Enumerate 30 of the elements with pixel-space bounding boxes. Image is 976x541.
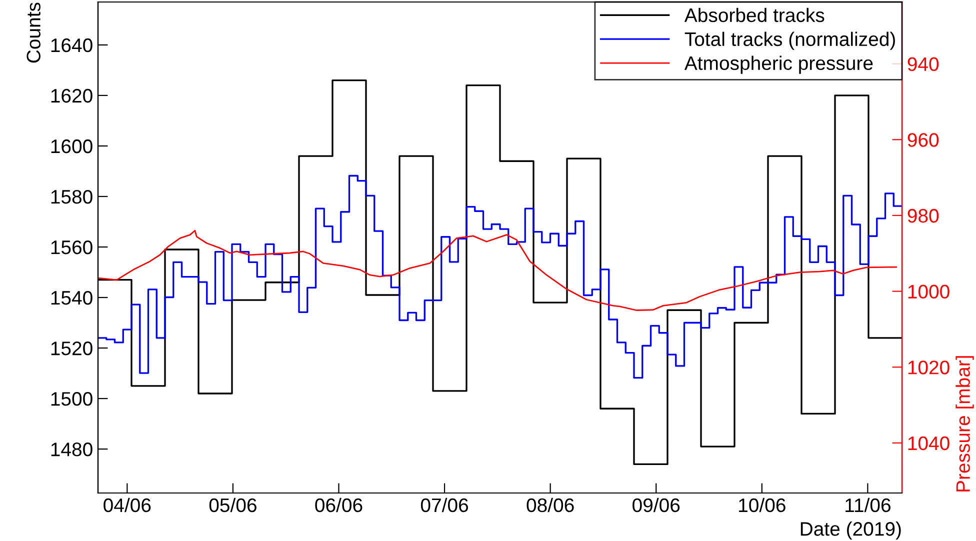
x-tick-label: 11/06 [846,498,890,512]
y-tick-label: 1580 [51,190,92,204]
x-axis-title: Date (2019) [800,522,901,540]
y2-tick-label: 960 [908,133,939,147]
x-tick-label: 06/06 [315,498,362,512]
y2-tick-label: 1020 [908,360,950,374]
legend-label: Total tracks (normalized) [684,32,895,50]
y-tick-label: 1500 [51,392,92,406]
x-tick-label: 08/06 [526,498,574,512]
y2-tick-label: 940 [908,57,939,72]
x-tick-label: 09/06 [632,498,680,512]
x-tick-label: 04/06 [104,498,151,512]
y-tick-label: 1600 [51,139,92,154]
y2-tick-label: 980 [908,208,939,223]
line-series [98,230,898,311]
y-tick-label: 1520 [51,341,92,356]
x-tick-label: 10/06 [739,498,786,512]
y-tick-label: 1640 [51,38,92,52]
y-axis-title: Counts [26,2,40,63]
y2-tick-label: 1000 [908,284,950,299]
y-tick-label: 1540 [51,290,92,305]
x-tick-label: 07/06 [420,498,468,512]
y-tick-label: 1560 [51,240,92,254]
y-tick-label: 1620 [51,88,92,103]
legend-label: Absorbed tracks [684,8,824,22]
x-tick-label: 05/06 [209,498,256,512]
legend-label: Atmospheric pressure [684,56,873,74]
y-tick-label: 1480 [51,442,92,456]
y2-axis-title: Pressure [mbar] [956,356,974,492]
y2-tick-label: 1040 [908,436,950,450]
